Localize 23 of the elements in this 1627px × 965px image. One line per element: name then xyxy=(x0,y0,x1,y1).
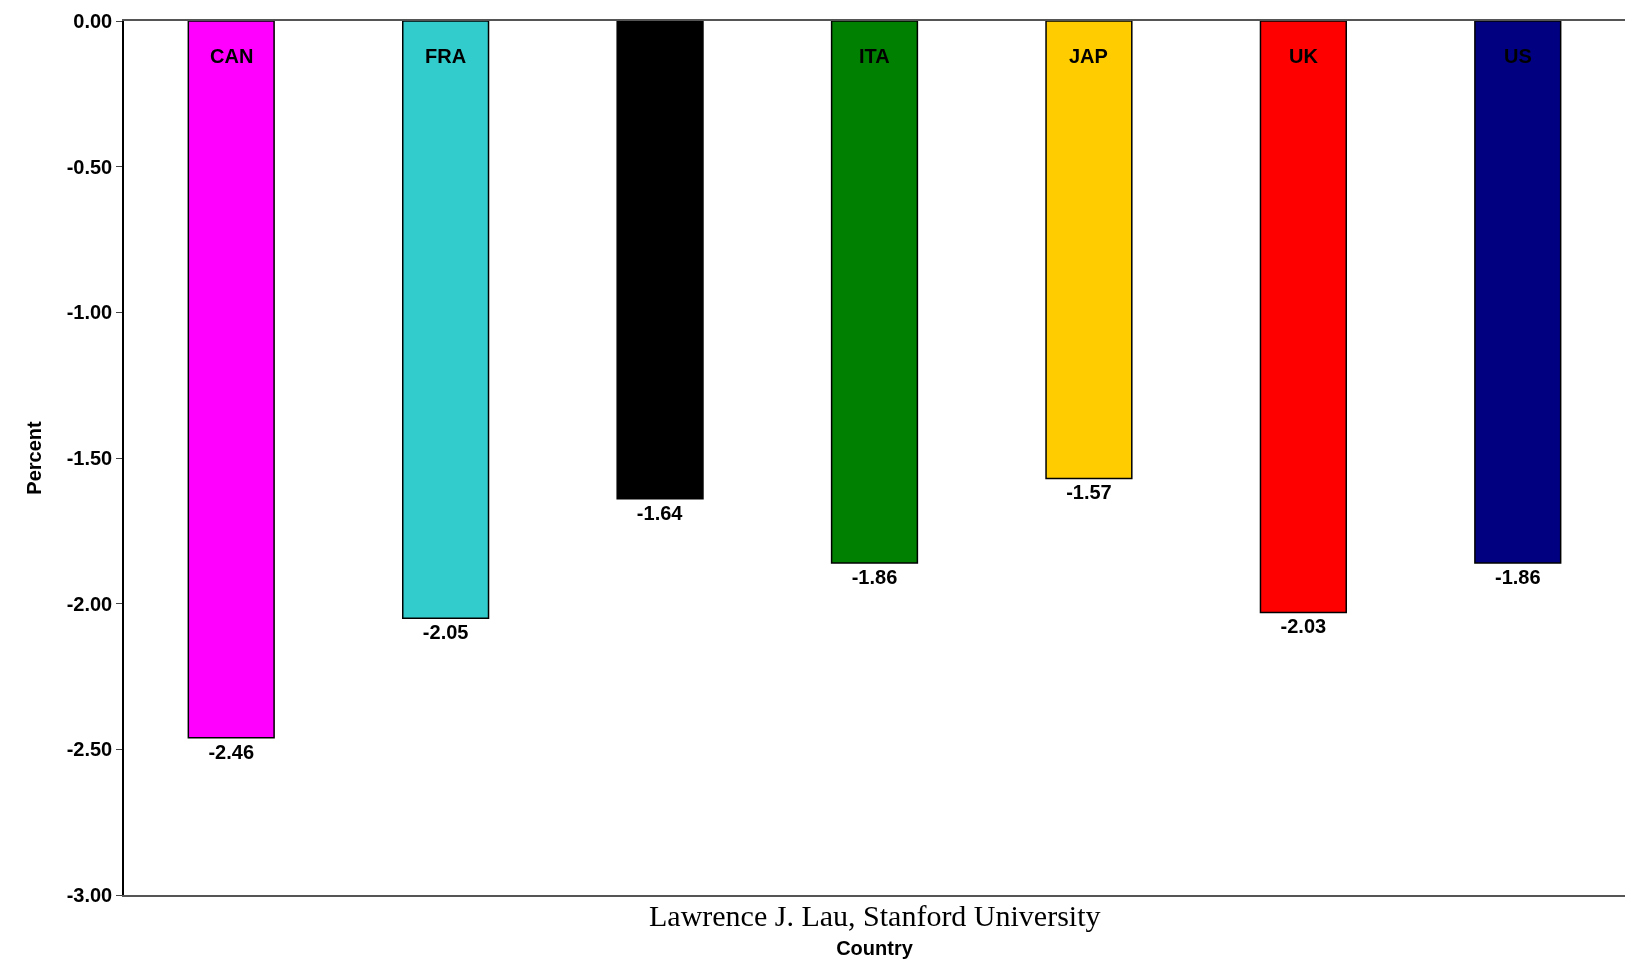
data-label: -1.86 xyxy=(851,565,898,588)
data-label: -1.57 xyxy=(1066,481,1112,504)
x-tick-label: FRA xyxy=(425,45,467,67)
x-tick-label: UK xyxy=(1289,45,1319,67)
data-label: -1.86 xyxy=(1494,565,1541,588)
y-tick-label: 0.00 xyxy=(73,10,113,32)
y-tick-label: -2.50 xyxy=(66,738,113,761)
x-tick-label: CAN xyxy=(210,45,254,67)
y-tick-label: -2.00 xyxy=(66,592,113,615)
data-label: -2.03 xyxy=(1280,615,1327,638)
data-label: -2.46 xyxy=(208,740,255,763)
text: Lawrence J. Lau, Stanford University xyxy=(649,899,1101,932)
data-label: -2.05 xyxy=(422,621,469,644)
y-axis-title: Percent xyxy=(22,420,45,495)
y-tick-label: -1.00 xyxy=(66,301,113,324)
y-tick-label: -3.00 xyxy=(66,884,113,906)
x-axis-title: Country xyxy=(836,937,914,960)
y-tick-label: -0.50 xyxy=(66,155,113,178)
x-tick-label: US xyxy=(1504,45,1532,67)
y-tick-label: -1.50 xyxy=(66,447,113,469)
x-tick-label: JAP xyxy=(1069,45,1108,67)
x-tick-label: ITA xyxy=(859,45,890,67)
data-label: -1.64 xyxy=(636,501,684,524)
